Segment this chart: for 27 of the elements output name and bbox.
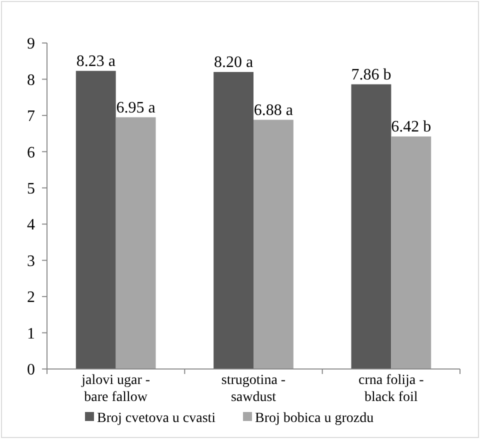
bar [351, 84, 392, 369]
data-label: 6.95 a [116, 99, 156, 116]
legend-label: Broj cvetova u cvasti [97, 410, 216, 426]
y-tick-label: 7 [27, 108, 35, 126]
data-label: 8.23 a [76, 52, 116, 70]
bar [391, 136, 432, 369]
data-label: 8.20 a [214, 54, 254, 71]
y-tick-label: 3 [27, 252, 35, 270]
y-tick-label: 8 [27, 72, 35, 89]
data-label: 7.86 b [351, 66, 392, 84]
legend-label: Broj bobica u grozdu [255, 410, 374, 426]
x-tick-label: crna folija - black foil [358, 373, 424, 405]
bar [116, 117, 156, 369]
data-label: 6.42 b [391, 118, 432, 136]
bar [76, 70, 116, 369]
bar [254, 120, 294, 369]
y-tick-label: 4 [27, 216, 35, 234]
x-tick-label: strugotina - sawdust [221, 373, 286, 405]
y-tick-label: 6 [27, 144, 35, 162]
y-tick-label: 5 [27, 180, 35, 198]
y-tick-label: 1 [27, 325, 35, 342]
x-tick-label: jalovi ugar - bare fallow [80, 373, 150, 405]
y-tick-label: 9 [27, 36, 35, 53]
y-tick-label: 2 [27, 289, 35, 306]
data-label: 6.88 a [254, 102, 294, 119]
bar [214, 72, 254, 369]
y-tick-label: 0 [27, 362, 35, 379]
